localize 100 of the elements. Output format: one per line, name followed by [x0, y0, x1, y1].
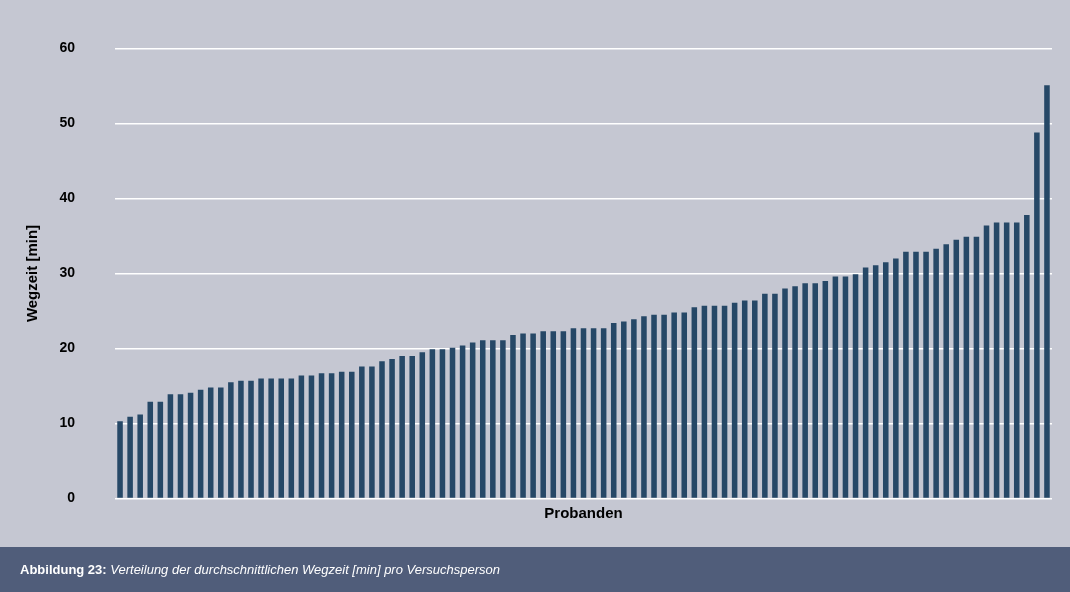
bar — [1013, 222, 1020, 498]
bar — [167, 394, 174, 498]
bar — [661, 314, 667, 498]
bar — [157, 401, 164, 498]
bar — [832, 276, 839, 498]
bar — [882, 262, 889, 498]
bar — [1003, 222, 1010, 498]
bar — [731, 302, 738, 498]
bar — [762, 293, 768, 498]
bar — [399, 356, 405, 498]
bar — [197, 389, 204, 498]
bar — [510, 335, 516, 498]
bar — [288, 378, 295, 498]
bar — [228, 382, 234, 498]
bar — [600, 328, 607, 498]
bar — [933, 248, 939, 498]
bar — [842, 276, 849, 498]
bar — [721, 305, 728, 498]
bar — [943, 244, 949, 498]
bar — [610, 323, 617, 498]
bar — [479, 340, 486, 498]
y-tick-label: 10 — [59, 414, 76, 431]
bar — [127, 416, 133, 498]
bar — [802, 283, 808, 498]
bar — [772, 293, 778, 498]
bar — [993, 222, 1000, 498]
bar — [953, 239, 960, 498]
bar — [429, 349, 436, 498]
bar — [1024, 214, 1030, 498]
bar — [238, 380, 244, 498]
bar — [177, 394, 184, 498]
bar — [278, 378, 285, 498]
bar — [459, 345, 466, 498]
bar — [671, 312, 677, 498]
bar — [349, 371, 355, 498]
bar — [691, 307, 698, 498]
y-tick-label: 30 — [59, 264, 76, 281]
bar — [812, 283, 818, 498]
bar — [913, 251, 919, 498]
bar — [137, 414, 143, 498]
bar — [631, 319, 637, 498]
bar — [822, 281, 829, 498]
bar — [792, 286, 798, 498]
bar — [1034, 132, 1040, 498]
bar — [490, 340, 496, 498]
bar — [530, 333, 536, 498]
x-axis-title: Probanden — [544, 503, 623, 521]
bar — [409, 356, 415, 498]
y-tick-label: 40 — [59, 189, 76, 206]
text: Abbildung 23: Verteilung der durchschnittlichen Wegzeit [min] pro Versuchsperson — [20, 562, 500, 577]
bar — [862, 267, 869, 498]
bar — [580, 328, 587, 498]
bar — [590, 328, 597, 498]
bar — [359, 366, 365, 498]
bar — [560, 331, 567, 498]
bar — [570, 328, 577, 498]
bar — [419, 352, 426, 498]
bar — [893, 258, 899, 498]
bar — [681, 312, 688, 498]
bar — [903, 251, 909, 498]
y-tick-label: 60 — [59, 39, 76, 56]
bar — [439, 349, 446, 498]
bar — [117, 421, 123, 498]
bar — [973, 236, 980, 498]
bar — [872, 265, 879, 498]
bar — [641, 316, 647, 498]
bar — [207, 387, 214, 498]
bar — [218, 387, 224, 498]
bar — [338, 371, 345, 498]
bar — [741, 300, 748, 498]
bar — [449, 347, 456, 498]
bar — [711, 305, 718, 498]
bar — [308, 375, 315, 498]
bar — [147, 401, 154, 498]
bar — [852, 274, 859, 498]
bar — [187, 392, 194, 498]
bar — [298, 375, 305, 498]
bar — [369, 366, 375, 498]
bar — [983, 225, 990, 498]
bar — [389, 359, 395, 498]
y-tick-label: 0 — [67, 489, 76, 506]
bar — [268, 378, 274, 498]
bar — [318, 373, 325, 498]
bar — [621, 321, 627, 498]
bar — [258, 378, 264, 498]
bar — [540, 331, 546, 498]
bar — [550, 331, 557, 498]
bar — [248, 380, 254, 498]
bar — [520, 333, 526, 498]
bar — [963, 236, 970, 498]
bar — [923, 251, 929, 498]
bar — [500, 340, 506, 498]
y-tick-label: 50 — [59, 114, 76, 131]
y-axis-title: Wegzeit [min] — [23, 224, 41, 323]
bar — [782, 288, 788, 498]
y-tick-label: 20 — [59, 339, 76, 356]
bar — [701, 305, 708, 498]
bar — [328, 373, 335, 498]
bar — [1044, 85, 1050, 498]
bar — [752, 300, 758, 498]
